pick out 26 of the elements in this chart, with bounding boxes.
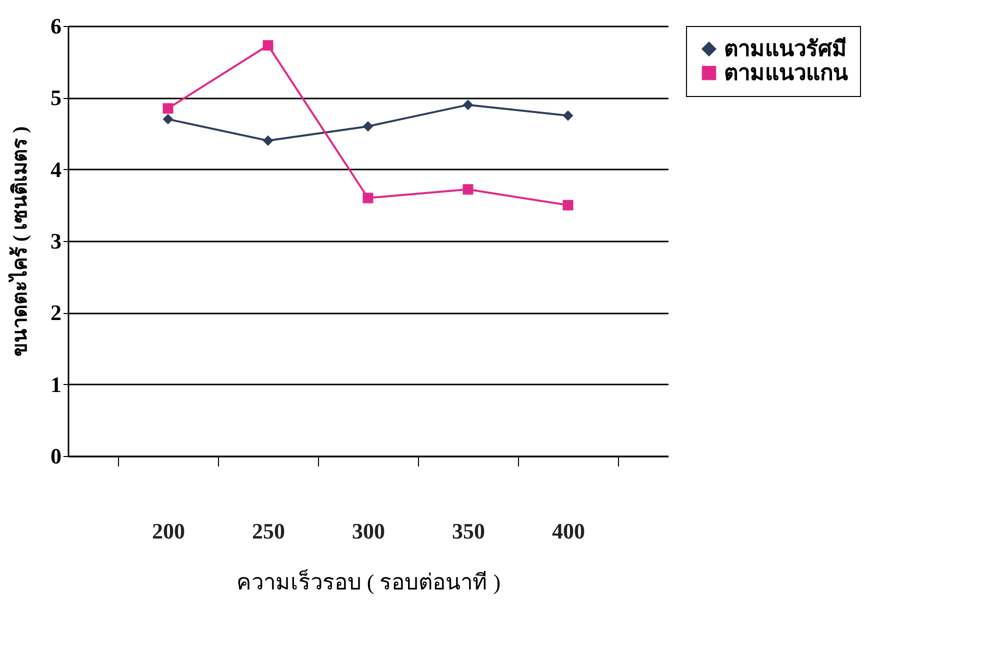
point — [562, 200, 574, 210]
y-tick-label: 5 — [50, 85, 62, 110]
y-tick-label: 3 — [50, 228, 62, 254]
point — [462, 100, 474, 110]
y-tick-label: 6 — [50, 14, 62, 38]
point — [362, 121, 374, 132]
x-tick-label: 300 — [352, 518, 385, 544]
point — [362, 192, 374, 204]
y-tick-label: 2 — [50, 300, 62, 326]
legend-label: ตามแนวรัศมี — [724, 36, 847, 61]
point — [462, 184, 474, 195]
point — [262, 135, 274, 146]
point — [562, 110, 574, 121]
y-tick-label: 4 — [50, 156, 62, 182]
y-tick-label: 0 — [50, 444, 62, 468]
point — [162, 114, 174, 124]
point — [162, 103, 174, 114]
x-axis-title: ความเร็วรอบ ( รอบต่อนาที ) — [236, 568, 501, 594]
x-tick-label: 250 — [252, 518, 285, 544]
x-tick-label: 350 — [452, 518, 485, 544]
point — [262, 40, 274, 51]
x-tick-label: 200 — [152, 518, 185, 544]
y-tick-label: 1 — [50, 372, 62, 397]
x-tick-label: 400 — [552, 518, 585, 544]
legend-label: ตามแนวแกน — [724, 60, 848, 85]
y-axis-title: ขนาดตะไคร้ ( เซนติเมตร ) — [8, 126, 32, 357]
